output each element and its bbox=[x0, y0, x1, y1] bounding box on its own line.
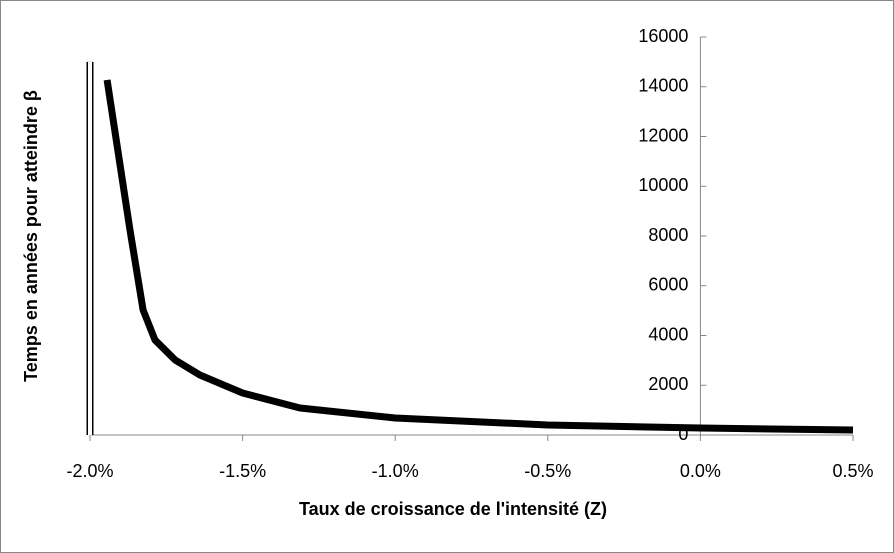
y-tick-label: 4000 bbox=[648, 324, 688, 344]
x-tick-label: -1.0% bbox=[372, 461, 419, 481]
y-axis-title: Temps en années pour atteindre β bbox=[21, 90, 41, 382]
x-tick-label: -1.5% bbox=[219, 461, 266, 481]
y-tick-label: 8000 bbox=[648, 225, 688, 245]
y-tick-label: 14000 bbox=[638, 76, 688, 96]
line-series bbox=[105, 79, 854, 432]
x-tick-label: -0.5% bbox=[524, 461, 571, 481]
x-tick-label: 0.5% bbox=[832, 461, 873, 481]
y-tick-label: 10000 bbox=[638, 175, 688, 195]
x-axis-title: Taux de croissance de l'intensité (Z) bbox=[299, 499, 607, 519]
y-tick-label: 16000 bbox=[638, 26, 688, 46]
x-tick-label: 0.0% bbox=[680, 461, 721, 481]
x-tick-label: -2.0% bbox=[66, 461, 113, 481]
y-tick-label: 12000 bbox=[638, 125, 688, 145]
y-tick-label: 0 bbox=[678, 424, 688, 444]
y-tick-label: 6000 bbox=[648, 275, 688, 295]
y-tick-label: 2000 bbox=[648, 374, 688, 394]
